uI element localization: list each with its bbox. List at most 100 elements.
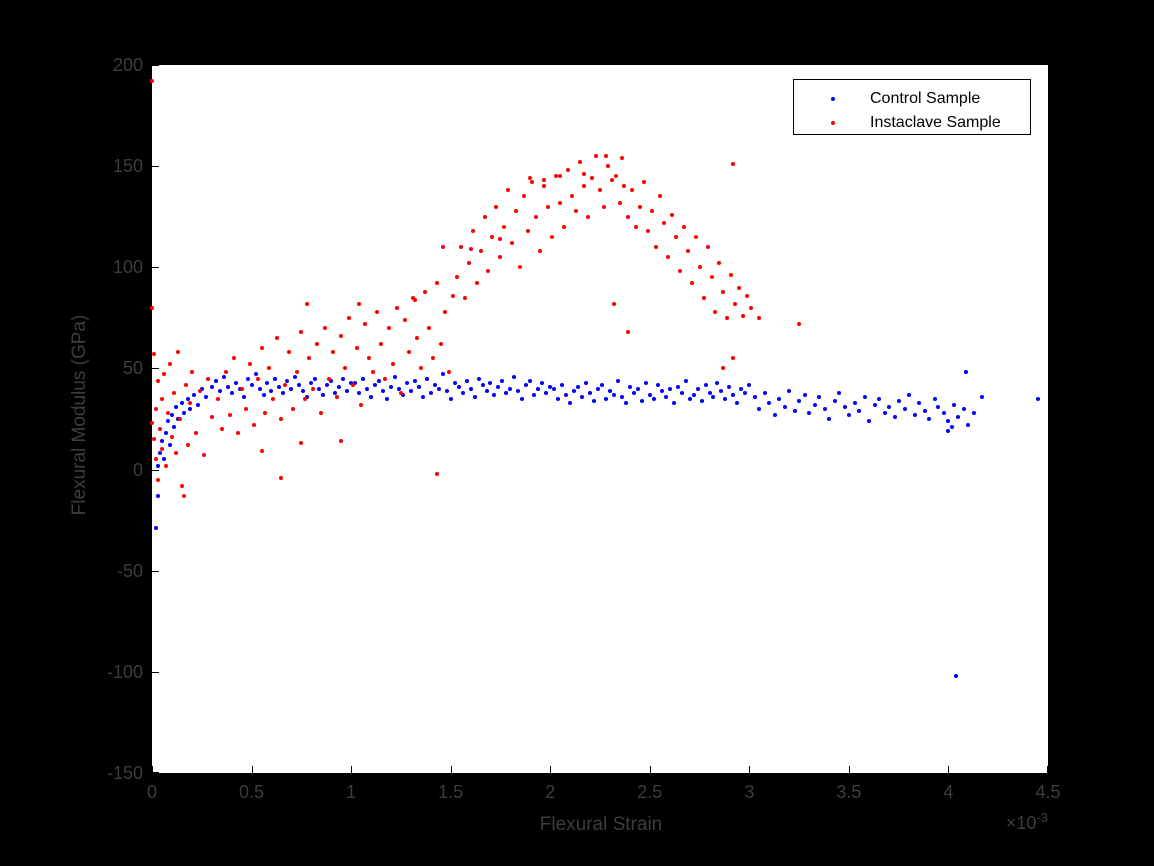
data-point-instaclave xyxy=(323,325,328,330)
data-point-instaclave xyxy=(255,376,260,381)
data-point-control xyxy=(321,392,326,397)
data-point-instaclave xyxy=(617,200,622,205)
data-point-control xyxy=(500,378,505,383)
data-point-control xyxy=(836,390,841,395)
data-point-instaclave xyxy=(542,178,547,183)
data-point-control xyxy=(635,386,640,391)
data-point-instaclave xyxy=(498,236,503,241)
data-point-control xyxy=(962,406,967,411)
data-point-control xyxy=(767,400,772,405)
data-point-control xyxy=(480,382,485,387)
x-tick-label: 0 xyxy=(146,782,157,802)
x-tick-mark xyxy=(1047,766,1048,773)
data-point-instaclave xyxy=(152,437,156,442)
data-point-control xyxy=(862,394,867,399)
data-point-instaclave xyxy=(327,376,332,381)
x-tick-mark xyxy=(351,766,353,773)
data-point-instaclave xyxy=(434,471,439,476)
data-point-instaclave xyxy=(374,309,379,314)
data-point-instaclave xyxy=(179,483,184,488)
data-point-control xyxy=(639,398,644,403)
data-point-control xyxy=(484,388,489,393)
data-point-control xyxy=(603,396,608,401)
data-point-control xyxy=(803,392,808,397)
data-point-control xyxy=(532,392,537,397)
data-point-instaclave xyxy=(526,228,531,233)
data-point-control xyxy=(548,384,553,389)
data-point-control xyxy=(265,380,270,385)
data-point-instaclave xyxy=(319,410,324,415)
data-point-instaclave xyxy=(546,204,551,209)
data-point-control xyxy=(966,423,971,428)
data-point-instaclave xyxy=(454,275,459,280)
data-point-control xyxy=(711,394,716,399)
data-point-instaclave xyxy=(305,301,310,306)
data-point-instaclave xyxy=(283,382,288,387)
x-tick-label: 3 xyxy=(744,782,755,802)
data-point-instaclave xyxy=(267,366,272,371)
data-point-control xyxy=(687,396,692,401)
data-point-control xyxy=(619,394,624,399)
data-point-instaclave xyxy=(331,350,336,355)
data-point-instaclave xyxy=(412,297,417,302)
data-point-instaclave xyxy=(518,265,523,270)
data-point-control xyxy=(456,384,461,389)
data-point-instaclave xyxy=(153,406,158,411)
data-point-control xyxy=(476,376,481,381)
data-point-instaclave xyxy=(554,174,559,179)
data-point-instaclave xyxy=(235,431,240,436)
data-point-control xyxy=(297,382,302,387)
data-point-control xyxy=(416,384,421,389)
data-point-control xyxy=(699,398,704,403)
data-point-instaclave xyxy=(239,386,244,391)
data-point-control xyxy=(384,396,389,401)
data-point-instaclave xyxy=(685,249,690,254)
data-point-control xyxy=(703,382,708,387)
legend-label-instaclave: Instaclave Sample xyxy=(870,114,1001,131)
legend-marker-control-dot-icon xyxy=(831,97,835,101)
data-point-instaclave xyxy=(733,301,738,306)
data-point-control xyxy=(195,402,200,407)
data-point-control xyxy=(341,376,346,381)
data-point-control xyxy=(1036,396,1041,401)
data-point-instaclave xyxy=(613,174,618,179)
x-tick-label: 3.5 xyxy=(836,782,862,802)
data-point-instaclave xyxy=(295,370,300,375)
data-point-control xyxy=(936,404,941,409)
data-point-instaclave xyxy=(522,194,527,199)
data-point-instaclave xyxy=(673,234,678,239)
data-point-control xyxy=(163,431,168,436)
data-point-control xyxy=(679,390,684,395)
data-point-instaclave xyxy=(665,255,670,260)
data-point-instaclave xyxy=(215,396,220,401)
data-point-control xyxy=(615,378,620,383)
data-point-control xyxy=(155,493,160,498)
data-point-instaclave xyxy=(570,194,575,199)
y-tick-label: 150 xyxy=(112,156,143,177)
data-point-control xyxy=(580,394,585,399)
data-point-control xyxy=(225,384,230,389)
x-tick-mark xyxy=(550,766,552,773)
data-point-control xyxy=(404,380,409,385)
data-point-instaclave xyxy=(605,164,610,169)
data-point-control xyxy=(832,398,837,403)
data-point-instaclave xyxy=(506,188,511,193)
data-point-control xyxy=(488,380,493,385)
data-point-control xyxy=(157,451,162,456)
data-point-instaclave xyxy=(466,261,471,266)
data-point-control xyxy=(369,394,374,399)
data-point-instaclave xyxy=(629,188,634,193)
data-point-control xyxy=(906,392,911,397)
data-point-instaclave xyxy=(279,475,284,480)
data-point-control xyxy=(440,372,445,377)
data-point-instaclave xyxy=(398,390,403,395)
data-point-instaclave xyxy=(450,293,455,298)
data-point-control xyxy=(313,376,318,381)
data-point-control xyxy=(468,386,473,391)
data-point-instaclave xyxy=(347,315,352,320)
data-point-control xyxy=(203,394,208,399)
data-point-control xyxy=(520,396,525,401)
legend-label-control: Control Sample xyxy=(870,90,981,107)
data-point-control xyxy=(169,412,174,417)
